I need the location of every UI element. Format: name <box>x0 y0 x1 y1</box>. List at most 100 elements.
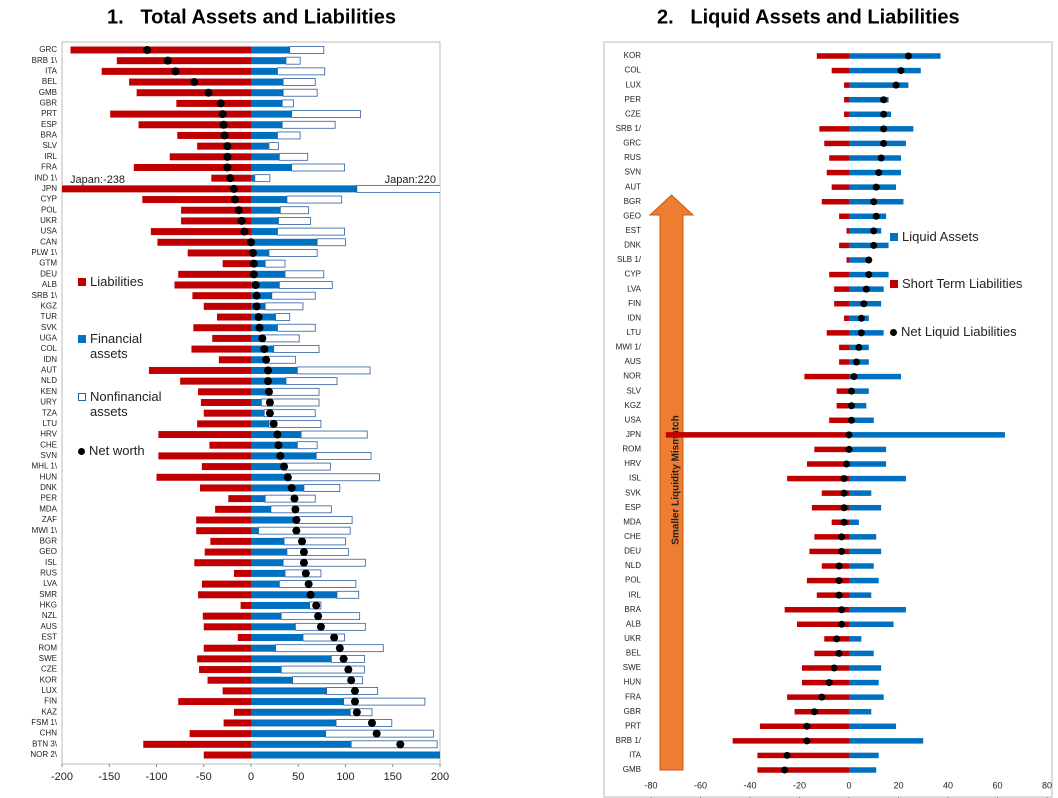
bar <box>178 270 251 278</box>
bar <box>260 398 320 407</box>
dot <box>143 46 152 54</box>
bar <box>831 519 849 526</box>
bar <box>196 516 251 524</box>
bar <box>268 419 322 428</box>
dot <box>810 708 818 716</box>
y-tick-label: NOR <box>623 372 641 381</box>
dot <box>833 635 841 643</box>
bar <box>203 302 251 310</box>
x-tick-label: 80 <box>1042 780 1052 790</box>
bar <box>343 697 426 706</box>
bar <box>816 53 849 59</box>
y-tick-label: CAN <box>40 237 57 246</box>
dot <box>352 708 361 717</box>
bar <box>801 665 849 671</box>
y-tick-label: AUS <box>625 357 641 366</box>
bar <box>291 110 362 118</box>
y-tick-label: BRA <box>625 605 642 614</box>
dot <box>372 729 381 738</box>
bar <box>849 53 941 59</box>
dot <box>367 718 376 727</box>
legend-item: Liquid Assets <box>890 229 1058 244</box>
x-tick-label: 20 <box>893 780 903 790</box>
bar <box>846 228 849 234</box>
bar <box>264 387 320 396</box>
y-tick-label: BGR <box>624 197 642 206</box>
y-tick-label: FIN <box>44 697 57 706</box>
y-tick-label: ISL <box>45 558 58 567</box>
bar <box>251 313 276 321</box>
dot <box>892 81 900 89</box>
dot <box>247 238 255 247</box>
bar <box>223 719 251 727</box>
y-tick-label: SMR <box>39 590 57 599</box>
bar <box>282 558 366 567</box>
y-tick-label: NZL <box>42 611 58 620</box>
bar <box>844 111 849 118</box>
bar <box>302 633 345 642</box>
bar <box>280 665 365 674</box>
y-tick-label: CHE <box>624 532 641 541</box>
y-tick-label: TZA <box>42 408 58 417</box>
y-tick-label: POL <box>41 205 58 214</box>
bar <box>174 281 251 289</box>
bar <box>196 527 251 535</box>
dot <box>350 697 359 706</box>
bar <box>251 527 259 535</box>
bar <box>846 257 849 263</box>
bar <box>251 89 284 97</box>
dot <box>298 537 307 546</box>
bar <box>821 563 849 569</box>
dot <box>255 323 264 332</box>
annotation: Smaller Liquidity Mismatch <box>671 415 682 544</box>
legend-item: Net worth <box>78 443 188 458</box>
dot <box>299 548 308 557</box>
bar <box>270 505 332 514</box>
bar <box>251 67 278 75</box>
dot <box>249 259 258 268</box>
y-tick-label: HUN <box>624 678 642 687</box>
y-tick-label: UKR <box>624 634 641 643</box>
dot <box>843 460 851 468</box>
y-tick-label: KEN <box>41 387 58 396</box>
legend-marker <box>890 329 897 336</box>
dot <box>252 302 261 311</box>
dot <box>223 152 232 161</box>
chart-title: 2. Liquid Assets and Liabilities <box>657 6 960 28</box>
y-tick-label: SRB 1\ <box>32 291 58 300</box>
dot <box>276 451 285 460</box>
legend-marker <box>890 280 898 288</box>
dot <box>835 577 843 585</box>
bar <box>849 82 909 88</box>
bar <box>264 494 316 503</box>
bar <box>275 644 384 653</box>
y-tick-label: COL <box>41 344 58 353</box>
bar <box>136 89 251 97</box>
dot <box>240 227 249 236</box>
bar <box>849 330 884 336</box>
y-tick-label: CYP <box>41 195 57 204</box>
dot <box>838 606 846 614</box>
y-tick-label: HUN <box>40 472 58 481</box>
bar <box>251 569 286 577</box>
y-tick-label: CHN <box>40 729 58 738</box>
bar <box>199 666 251 674</box>
dot <box>304 580 313 589</box>
bar <box>138 121 251 129</box>
bar <box>809 548 849 555</box>
dot <box>163 56 172 65</box>
dot <box>252 291 261 300</box>
bar <box>198 388 251 396</box>
bar <box>251 420 269 428</box>
y-tick-label: GMB <box>623 765 641 774</box>
dot <box>306 590 315 599</box>
dot <box>280 462 289 471</box>
bar <box>849 213 887 220</box>
y-tick-label: FRA <box>625 692 642 701</box>
dot <box>880 96 888 104</box>
bar <box>222 260 251 268</box>
bar <box>194 559 251 567</box>
dot <box>274 441 283 450</box>
bar <box>819 126 849 132</box>
dot <box>265 409 274 418</box>
